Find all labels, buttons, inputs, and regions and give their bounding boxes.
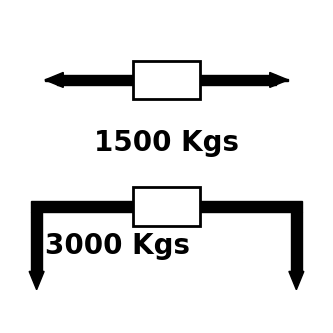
Text: 1500 Kgs: 1500 Kgs <box>94 129 239 157</box>
Bar <box>133 61 200 99</box>
FancyBboxPatch shape <box>200 75 276 85</box>
Polygon shape <box>29 271 44 290</box>
Polygon shape <box>270 73 288 87</box>
Bar <box>291 212 302 271</box>
Bar <box>276 79 288 81</box>
Bar <box>45 79 57 81</box>
Bar <box>31 212 42 271</box>
Bar <box>31 201 133 212</box>
Bar <box>200 201 302 212</box>
FancyBboxPatch shape <box>57 75 133 85</box>
Polygon shape <box>45 73 63 87</box>
Bar <box>133 187 200 226</box>
Text: 3000 Kgs: 3000 Kgs <box>45 232 190 260</box>
Polygon shape <box>289 271 304 290</box>
